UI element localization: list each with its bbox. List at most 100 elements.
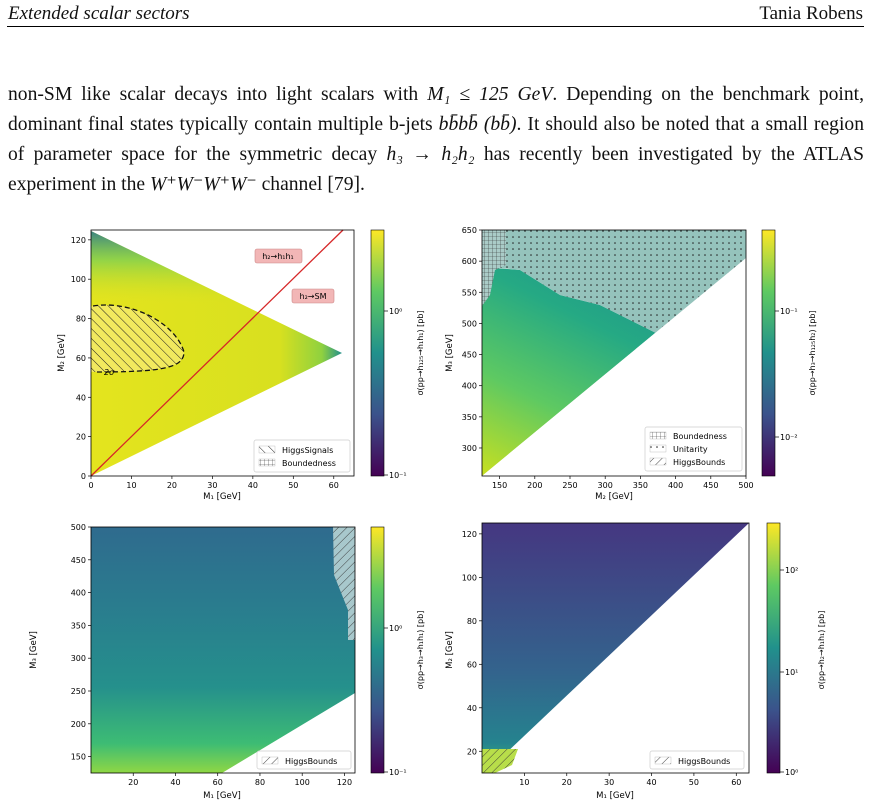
tr-axis-ticks: 150 200 250 300 350 400 450 500 300 350 400 450 500 5… — [462, 226, 754, 490]
bl-axes-frame — [90, 526, 356, 774]
bl-cbar-ticklabel-1: 10⁻¹ — [389, 768, 407, 777]
para-text-2: . Depending on the benchmark point, domi… — [8, 84, 864, 135]
y-tick-label: 350 — [462, 413, 477, 422]
y-tick-label: 40 — [76, 393, 86, 402]
tr-legend-label-1: Unitarity — [673, 445, 708, 454]
br-legend-swatch-hatch — [654, 756, 672, 765]
tl-annot-h2h1h1: h₂→h₁h₁ — [262, 252, 294, 261]
x-tick-label: 20 — [167, 481, 177, 490]
para-math-3: h₃ → h₂h₂ — [386, 144, 475, 165]
br-axes-frame — [481, 522, 750, 774]
y-tick-label: 400 — [462, 382, 477, 391]
tl-axis-ticks: 0 10 20 30 40 50 60 0 20 40 60 80 100 120 — [71, 236, 339, 490]
y-tick-label: 80 — [467, 617, 477, 626]
para-math-2: bb̄bb̄ (bb̄) — [438, 114, 517, 135]
br-xlabel: M₁ [GeV] — [596, 791, 634, 801]
x-tick-label: 150 — [492, 481, 507, 490]
br-ylabel: M₂ [GeV] — [445, 631, 455, 669]
x-tick-label: 300 — [598, 481, 613, 490]
panel-bottom-left: 20 40 60 80 100 120 150 200 250 300 350 400 450 500 M… — [29, 523, 425, 801]
y-tick-label: 40 — [467, 704, 477, 713]
br-cbar-ticklabel-2: 10⁰ — [785, 768, 798, 777]
tl-2sigma-contour — [92, 304, 185, 373]
tr-legend-label-0: Boundedness — [673, 432, 727, 441]
x-tick-label: 350 — [633, 481, 648, 490]
x-tick-label: 120 — [337, 778, 352, 787]
x-tick-label: 50 — [288, 481, 298, 490]
tr-legend-swatch-dots — [649, 444, 667, 453]
para-text-5: channel [79]. — [256, 174, 365, 195]
bl-axis-ticks: 20 40 60 80 100 120 150 200 250 300 350 400 450 500 — [71, 523, 352, 787]
tl-cbar-ticklabel-0: 10⁰ — [389, 307, 402, 316]
br-legend — [649, 750, 745, 770]
panel-bottom-right: 10 20 30 40 50 60 20 40 60 80 100 120 M₁ [GeV] M₂ [… — [445, 522, 826, 801]
panel-top-left: 0 10 20 30 40 50 60 0 20 40 60 80 100 120 M₁ [GeV] M₂… — [57, 229, 425, 502]
bl-legend-swatch-hatch — [261, 756, 279, 765]
bl-colorbar-label: σ(pp→h₃→h₁h₁) [pb] — [416, 611, 425, 690]
running-header-author: Tania Robens — [759, 3, 863, 24]
tl-threshold-line — [90, 229, 344, 477]
y-tick-label: 550 — [462, 288, 477, 297]
y-tick-label: 150 — [71, 753, 86, 762]
tl-legend-label-1: Boundedness — [282, 459, 336, 468]
y-tick-label: 60 — [76, 354, 86, 363]
tl-annot-h2sm-box — [291, 288, 335, 304]
br-axis-ticks: 10 20 30 40 50 60 20 40 60 80 100 120 — [462, 530, 742, 787]
bl-xlabel: M₁ [GeV] — [203, 791, 241, 801]
y-tick-label: 250 — [71, 687, 86, 696]
tl-axes-frame — [90, 229, 355, 477]
y-tick-label: 20 — [467, 747, 477, 756]
y-tick-label: 20 — [76, 433, 86, 442]
y-tick-label: 200 — [71, 720, 86, 729]
bl-legend-label-0: HiggsBounds — [285, 757, 337, 766]
tr-boundedness-grid — [482, 230, 506, 306]
tr-unitarity-dots — [498, 230, 746, 335]
x-tick-label: 10 — [126, 481, 136, 490]
x-tick-label: 20 — [562, 778, 572, 787]
x-tick-label: 500 — [738, 481, 753, 490]
header-rule — [7, 26, 864, 27]
para-text-4: has recently been investigated by the AT… — [8, 144, 864, 195]
x-tick-label: 60 — [731, 778, 741, 787]
tr-xlabel: M₂ [GeV] — [595, 492, 633, 502]
br-colorbar — [766, 522, 781, 774]
y-tick-label: 400 — [71, 589, 86, 598]
tr-cbar-ticklabel-1: 10⁻² — [780, 433, 798, 442]
tl-annot-h2h1h1-box — [254, 248, 303, 264]
tl-legend-swatch-hatch — [258, 445, 276, 454]
y-tick-label: 120 — [71, 236, 86, 245]
tl-colorbar-label: σ(pp→h₁₂₅→h₁h₁) [pb] — [416, 310, 425, 395]
x-tick-label: 100 — [295, 778, 310, 787]
tl-xlabel: M₁ [GeV] — [203, 492, 241, 502]
bl-ylabel: M₃ [GeV] — [29, 631, 39, 669]
tl-annot-2sigma: 2σ — [104, 368, 115, 377]
y-tick-label: 450 — [71, 556, 86, 565]
y-tick-label: 300 — [462, 444, 477, 453]
bl-cbar-ticklabel-0: 10⁰ — [389, 624, 402, 633]
x-tick-label: 40 — [646, 778, 656, 787]
y-tick-label: 300 — [71, 654, 86, 663]
x-tick-label: 450 — [703, 481, 718, 490]
y-tick-label: 600 — [462, 257, 477, 266]
x-tick-label: 50 — [689, 778, 699, 787]
x-tick-label: 60 — [213, 778, 223, 787]
x-tick-label: 0 — [88, 481, 93, 490]
x-tick-label: 250 — [562, 481, 577, 490]
br-cbar-ticklabel-1: 10¹ — [785, 668, 798, 677]
x-tick-label: 40 — [248, 481, 258, 490]
x-tick-label: 60 — [329, 481, 339, 490]
br-colorbar-label: σ(pp→h₂→h₁h₁) [pb] — [817, 611, 826, 690]
x-tick-label: 30 — [207, 481, 217, 490]
tr-cbar-ticklabel-0: 10⁻¹ — [780, 307, 798, 316]
br-higgsbounds-hatch — [482, 749, 518, 773]
x-tick-label: 80 — [255, 778, 265, 787]
panel-top-right: 150 200 250 300 350 400 450 500 300 350 400 450 500 5… — [445, 226, 817, 502]
tr-legend-swatch-hatch — [649, 457, 667, 466]
para-math-1: M₁ ≤ 125 GeV — [427, 84, 553, 105]
para-text-1: non-SM like scalar decays into light sca… — [8, 84, 428, 105]
tr-excluded-blank — [482, 258, 746, 476]
y-tick-label: 120 — [462, 530, 477, 539]
tl-cbar-ticklabel-1: 10⁻¹ — [389, 471, 407, 480]
br-cbar-ticklabel-0: 10² — [785, 566, 798, 575]
